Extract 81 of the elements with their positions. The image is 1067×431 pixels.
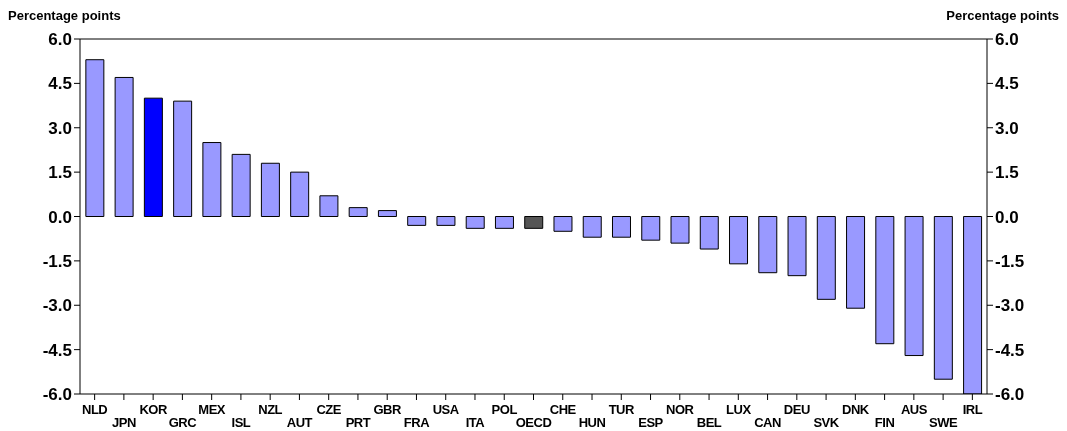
bar bbox=[114, 76, 134, 217]
bar bbox=[612, 216, 631, 238]
bar bbox=[465, 216, 485, 229]
bar bbox=[816, 216, 836, 300]
y2-tick-label: -1.5 bbox=[995, 251, 1025, 271]
y2-tick-label: 1.5 bbox=[995, 163, 1019, 183]
x-tick-label: ISL bbox=[231, 415, 251, 430]
bar bbox=[202, 142, 222, 217]
bar bbox=[933, 216, 953, 380]
x-tick-label: LUX bbox=[726, 402, 752, 417]
x-tick-label: BEL bbox=[696, 415, 722, 430]
bar bbox=[699, 216, 719, 250]
bar bbox=[641, 216, 661, 241]
y-tick-label: 1.5 bbox=[48, 163, 72, 183]
bar bbox=[231, 153, 251, 217]
y-tick-label: 6.0 bbox=[48, 30, 72, 50]
bar bbox=[494, 216, 514, 229]
x-tick-label: SWE bbox=[929, 415, 958, 430]
bar bbox=[85, 59, 105, 217]
x-tick-label: KOR bbox=[139, 402, 168, 417]
bar bbox=[524, 216, 544, 229]
x-tick-label: GBR bbox=[373, 402, 403, 417]
x-tick-label: DEU bbox=[783, 402, 810, 417]
y-tick-label: -3.0 bbox=[42, 296, 72, 316]
x-tick-label: USA bbox=[432, 402, 460, 417]
y-tick-label: 0.0 bbox=[48, 207, 72, 227]
y-tick-label: -6.0 bbox=[42, 385, 72, 405]
y2-tick-label: 0.0 bbox=[995, 207, 1019, 227]
bar bbox=[787, 216, 807, 277]
x-tick-label: SVK bbox=[813, 415, 840, 430]
x-tick-label: AUT bbox=[286, 415, 313, 430]
bar bbox=[377, 210, 397, 217]
bar bbox=[846, 216, 866, 309]
x-tick-label: HUN bbox=[578, 415, 606, 430]
bar bbox=[348, 207, 368, 217]
y2-tick-label: -4.5 bbox=[995, 340, 1025, 360]
x-tick-label: OECD bbox=[515, 415, 552, 430]
y2-tick-label: 6.0 bbox=[995, 30, 1019, 50]
x-tick-label: FRA bbox=[403, 415, 431, 430]
bar bbox=[173, 100, 193, 217]
x-tick-label: GRC bbox=[168, 415, 198, 430]
x-tick-label: TUR bbox=[608, 402, 635, 417]
bar bbox=[436, 216, 456, 226]
x-tick-label: NZL bbox=[258, 402, 283, 417]
x-tick-label: NLD bbox=[82, 402, 108, 417]
y2-axis-title: Percentage points bbox=[946, 8, 1059, 23]
y-tick-label: -4.5 bbox=[42, 340, 72, 360]
bar bbox=[758, 216, 778, 274]
bar bbox=[670, 216, 690, 244]
y-axis-title: Percentage points bbox=[8, 8, 121, 23]
x-tick-label: FIN bbox=[874, 415, 895, 430]
bar bbox=[407, 216, 427, 226]
y-tick-label: -1.5 bbox=[42, 251, 72, 271]
bar bbox=[553, 216, 573, 232]
bar bbox=[729, 216, 749, 265]
x-tick-label: DNK bbox=[842, 402, 870, 417]
y2-tick-label: 4.5 bbox=[995, 74, 1019, 94]
x-tick-label: CZE bbox=[316, 402, 342, 417]
bar bbox=[290, 171, 310, 217]
bar bbox=[260, 162, 280, 217]
x-tick-label: CAN bbox=[754, 415, 781, 430]
bar bbox=[875, 216, 895, 345]
bar bbox=[904, 216, 924, 357]
x-tick-label: CHE bbox=[549, 402, 577, 417]
x-tick-label: IRL bbox=[962, 402, 983, 417]
x-tick-label: ITA bbox=[465, 415, 486, 430]
bar bbox=[319, 195, 339, 217]
bar bbox=[143, 97, 163, 217]
x-tick-label: MEX bbox=[198, 402, 226, 417]
bar bbox=[582, 216, 602, 238]
x-tick-label: AUS bbox=[900, 402, 928, 417]
x-tick-label: PRT bbox=[345, 415, 371, 430]
y2-tick-label: 3.0 bbox=[995, 118, 1019, 138]
y2-tick-label: -6.0 bbox=[995, 385, 1025, 405]
x-tick-label: JPN bbox=[111, 415, 136, 430]
y-tick-label: 3.0 bbox=[48, 118, 72, 138]
x-tick-label: ESP bbox=[638, 415, 664, 430]
y-tick-label: 4.5 bbox=[48, 74, 72, 94]
y2-tick-label: -3.0 bbox=[995, 296, 1025, 316]
x-tick-label: POL bbox=[491, 402, 518, 417]
x-tick-label: NOR bbox=[666, 402, 695, 417]
